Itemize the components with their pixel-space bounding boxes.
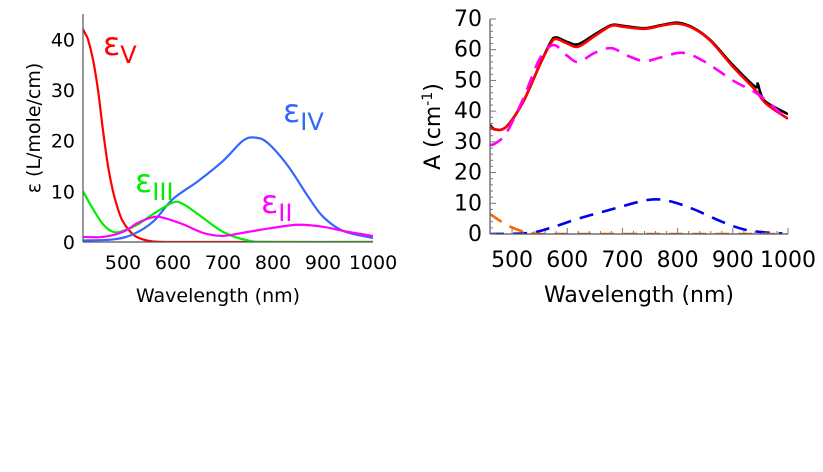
y-tick-label: 30 <box>51 80 75 102</box>
y-tick-label: 20 <box>51 131 75 153</box>
y-tick-label: 60 <box>454 38 482 63</box>
series-line-1-4 <box>83 215 373 239</box>
y-tick-label: 70 <box>454 7 482 32</box>
annotation-symbol: ε <box>103 25 120 63</box>
chart-2: 500 600 700 800 900 1000 0 10 20 30 40 50 60 70 Wavele… <box>420 7 816 308</box>
y-tick-label: 40 <box>454 99 482 124</box>
y-tick-label: 0 <box>468 222 482 247</box>
x-axis-label: Wavelength (nm) <box>136 285 300 307</box>
x-tick-label: 800 <box>657 248 699 273</box>
annotation-symbol: ε <box>135 162 152 200</box>
y-axis-label-sup: -1 <box>420 92 436 106</box>
series-line-1-3 <box>83 190 373 242</box>
series-annotation-ii: εII <box>261 183 292 227</box>
series-line-2-2 <box>490 22 788 132</box>
x-tick-label: 1000 <box>760 248 816 273</box>
y-axis-label: ε (L/mole/cm) <box>23 63 45 194</box>
y-tick-label: 10 <box>51 181 75 203</box>
y-axis-label-text: ε (L/mole/cm) <box>23 63 45 194</box>
annotation-symbol: ε <box>261 183 278 221</box>
series-line-2-4 <box>490 197 783 234</box>
y-axis-label-text: A (cm <box>421 106 446 170</box>
x-axis-label: Wavelength (nm) <box>544 283 734 308</box>
y-tick-label: 50 <box>454 68 482 93</box>
x-tick-label: 500 <box>105 252 141 274</box>
annotation-subscript: IV <box>300 108 324 136</box>
annotation-symbol: ε <box>283 92 300 130</box>
annotation-subscript: V <box>120 41 137 69</box>
x-tick-label: 700 <box>205 252 241 274</box>
x-tick-label: 900 <box>305 252 341 274</box>
x-tick-label: 500 <box>491 248 533 273</box>
y-tick-label: 10 <box>454 191 482 216</box>
chart-1: 500 600 700 800 900 1000 0 10 20 30 40 Wavelength (… <box>23 14 397 307</box>
y-tick-label: 0 <box>63 232 75 254</box>
x-tick-label: 800 <box>255 252 291 274</box>
y-tick-label: 30 <box>454 130 482 155</box>
x-tick-label: 700 <box>601 248 643 273</box>
series-annotation-iv: εIV <box>283 92 324 136</box>
series-line-2-3 <box>490 43 788 147</box>
series-annotation-v: εV <box>103 25 137 69</box>
series-line-2-5 <box>490 212 783 234</box>
y-tick-label: 40 <box>51 29 75 51</box>
x-tick-label: 900 <box>712 248 754 273</box>
series-annotation-iii: εIII <box>135 162 174 206</box>
series-line-1-2 <box>83 136 373 242</box>
y-tick-label: 20 <box>454 161 482 186</box>
y-axis-label: A (cm-1) <box>420 83 446 170</box>
x-tick-label: 600 <box>155 252 191 274</box>
annotation-subscript: II <box>278 199 292 227</box>
series-line-1-1 <box>83 28 373 242</box>
x-tick-label: 1000 <box>349 252 397 274</box>
y-axis-label-end: ) <box>421 83 446 92</box>
x-tick-label: 600 <box>546 248 588 273</box>
annotation-subscript: III <box>152 178 173 206</box>
